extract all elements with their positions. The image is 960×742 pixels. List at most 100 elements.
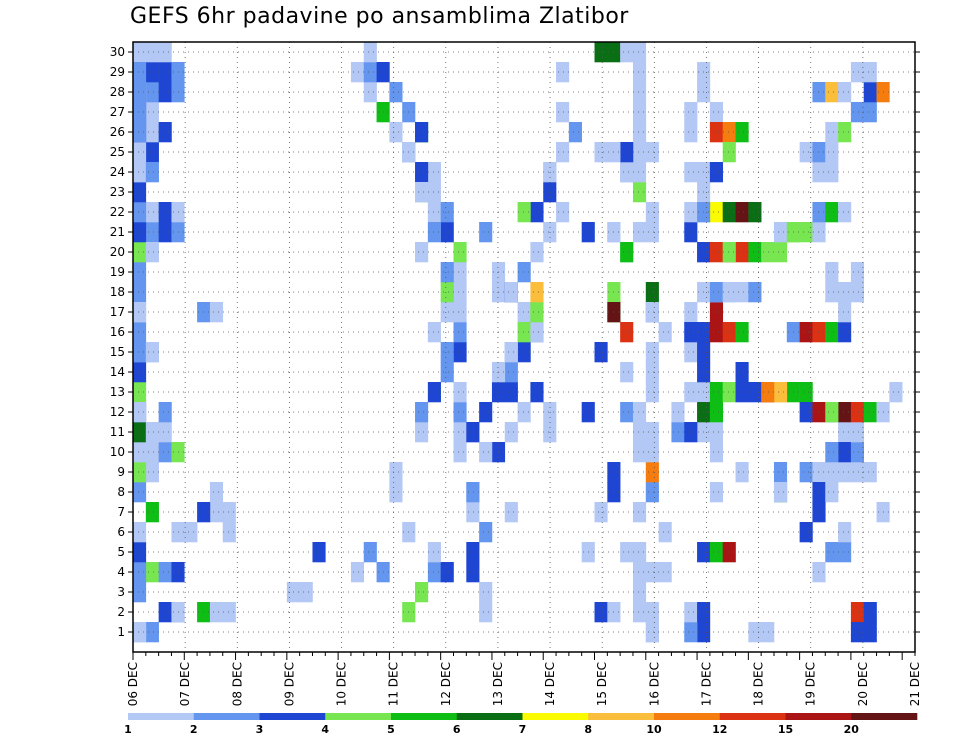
heatmap-cell <box>145 42 159 63</box>
colorbar-swatch <box>654 713 721 720</box>
heatmap-cell <box>620 42 634 63</box>
y-tick-label: 11 <box>110 425 125 439</box>
x-tick-label: 13 DEC <box>491 662 505 706</box>
colorbar-label: 6 <box>453 723 461 736</box>
heatmap-cell <box>825 82 839 103</box>
heatmap-cell <box>825 442 839 463</box>
heatmap-cell <box>517 342 531 363</box>
heatmap-cell <box>133 282 147 303</box>
heatmap-cell <box>761 242 775 263</box>
heatmap-cell <box>658 562 672 583</box>
heatmap-cell <box>504 422 518 443</box>
x-tick-label: 15 DEC <box>595 662 609 706</box>
heatmap-cell <box>658 322 672 343</box>
heatmap-cell <box>773 382 788 403</box>
heatmap-cell <box>632 162 647 183</box>
heatmap-cell <box>453 322 467 343</box>
y-tick-label: 19 <box>110 265 125 279</box>
heatmap-cell <box>825 322 839 343</box>
chart-title: GEFS 6hr padavine po ansamblima Zlatibor <box>130 4 629 29</box>
heatmap-cell <box>389 82 403 103</box>
heatmap-cell <box>427 162 441 183</box>
heatmap-cell <box>850 622 865 643</box>
heatmap-cell <box>453 422 467 443</box>
heatmap-cell <box>133 462 147 483</box>
heatmap-cell <box>133 402 147 423</box>
colorbar-swatch <box>391 713 458 720</box>
heatmap-cell <box>133 182 147 203</box>
heatmap-cell <box>133 382 147 403</box>
heatmap-cell <box>594 342 608 363</box>
y-tick-label: 28 <box>110 85 125 99</box>
heatmap-cell <box>133 202 147 223</box>
heatmap-cell <box>415 422 429 443</box>
heatmap-cell <box>440 262 454 283</box>
heatmap-cell <box>748 242 762 263</box>
y-tick-label: 25 <box>110 145 125 159</box>
heatmap-cell <box>838 522 852 543</box>
heatmap-cell <box>620 142 634 163</box>
heatmap-cell <box>684 202 698 223</box>
heatmap-cell <box>363 42 377 63</box>
heatmap-cell <box>209 502 224 523</box>
heatmap-cell <box>389 482 403 503</box>
heatmap-cell <box>145 62 159 83</box>
heatmap-cell <box>632 62 647 83</box>
heatmap-cell <box>350 62 365 83</box>
heatmap-cell <box>850 442 865 463</box>
heatmap-cell <box>145 222 159 243</box>
heatmap-cell <box>133 82 147 103</box>
colorbar-swatch <box>259 713 326 720</box>
x-tick-label: 09 DEC <box>282 662 296 706</box>
y-tick-label: 22 <box>110 205 125 219</box>
heatmap-cell <box>645 442 659 463</box>
heatmap-cell <box>556 202 570 223</box>
colorbar-swatch <box>128 713 195 720</box>
heatmap-cell <box>632 102 647 123</box>
heatmap-cell <box>133 142 147 163</box>
heatmap-cell <box>645 562 659 583</box>
heatmap-cell <box>735 322 749 343</box>
heatmap-cell <box>427 182 441 203</box>
colorbar-label: 5 <box>387 723 395 736</box>
heatmap-cell <box>594 142 608 163</box>
heatmap-cell <box>222 522 236 543</box>
heatmap-cell <box>838 422 852 443</box>
heatmap-cell <box>735 202 749 223</box>
y-tick-label: 5 <box>117 545 125 559</box>
heatmap-cell <box>645 602 659 623</box>
heatmap-cell <box>722 322 736 343</box>
heatmap-cell <box>568 122 582 143</box>
x-tick-label: 18 DEC <box>752 662 766 706</box>
heatmap-cell <box>133 162 147 183</box>
heatmap-cell <box>158 62 172 83</box>
heatmap-cell <box>133 542 147 563</box>
heatmap-cell <box>838 82 852 103</box>
colorbar-swatch <box>588 713 655 720</box>
heatmap-cell <box>427 202 441 223</box>
heatmap-cell <box>158 422 172 443</box>
heatmap-cell <box>415 402 429 423</box>
heatmap-cell <box>825 542 839 563</box>
heatmap-cell <box>645 482 659 503</box>
heatmap-cell <box>530 382 544 403</box>
x-tick-label: 06 DEC <box>126 662 140 706</box>
y-tick-label: 27 <box>110 105 125 119</box>
heatmap-cell <box>671 422 685 443</box>
heatmap-cell <box>645 302 659 323</box>
heatmap-cell <box>735 242 749 263</box>
heatmap-cell <box>389 462 403 483</box>
heatmap-cell <box>684 102 698 123</box>
heatmap-cell <box>440 282 454 303</box>
heatmap-cell <box>799 322 813 343</box>
heatmap-cell <box>684 322 698 343</box>
heatmap-cell <box>556 62 570 83</box>
heatmap-cell <box>838 402 852 423</box>
heatmap-cell <box>479 222 493 243</box>
heatmap-cell <box>517 202 531 223</box>
heatmap-cell <box>415 582 429 603</box>
heatmap-cell <box>145 202 159 223</box>
heatmap-cell <box>748 382 762 403</box>
heatmap-cell <box>645 422 659 443</box>
heatmap-cell <box>504 382 518 403</box>
